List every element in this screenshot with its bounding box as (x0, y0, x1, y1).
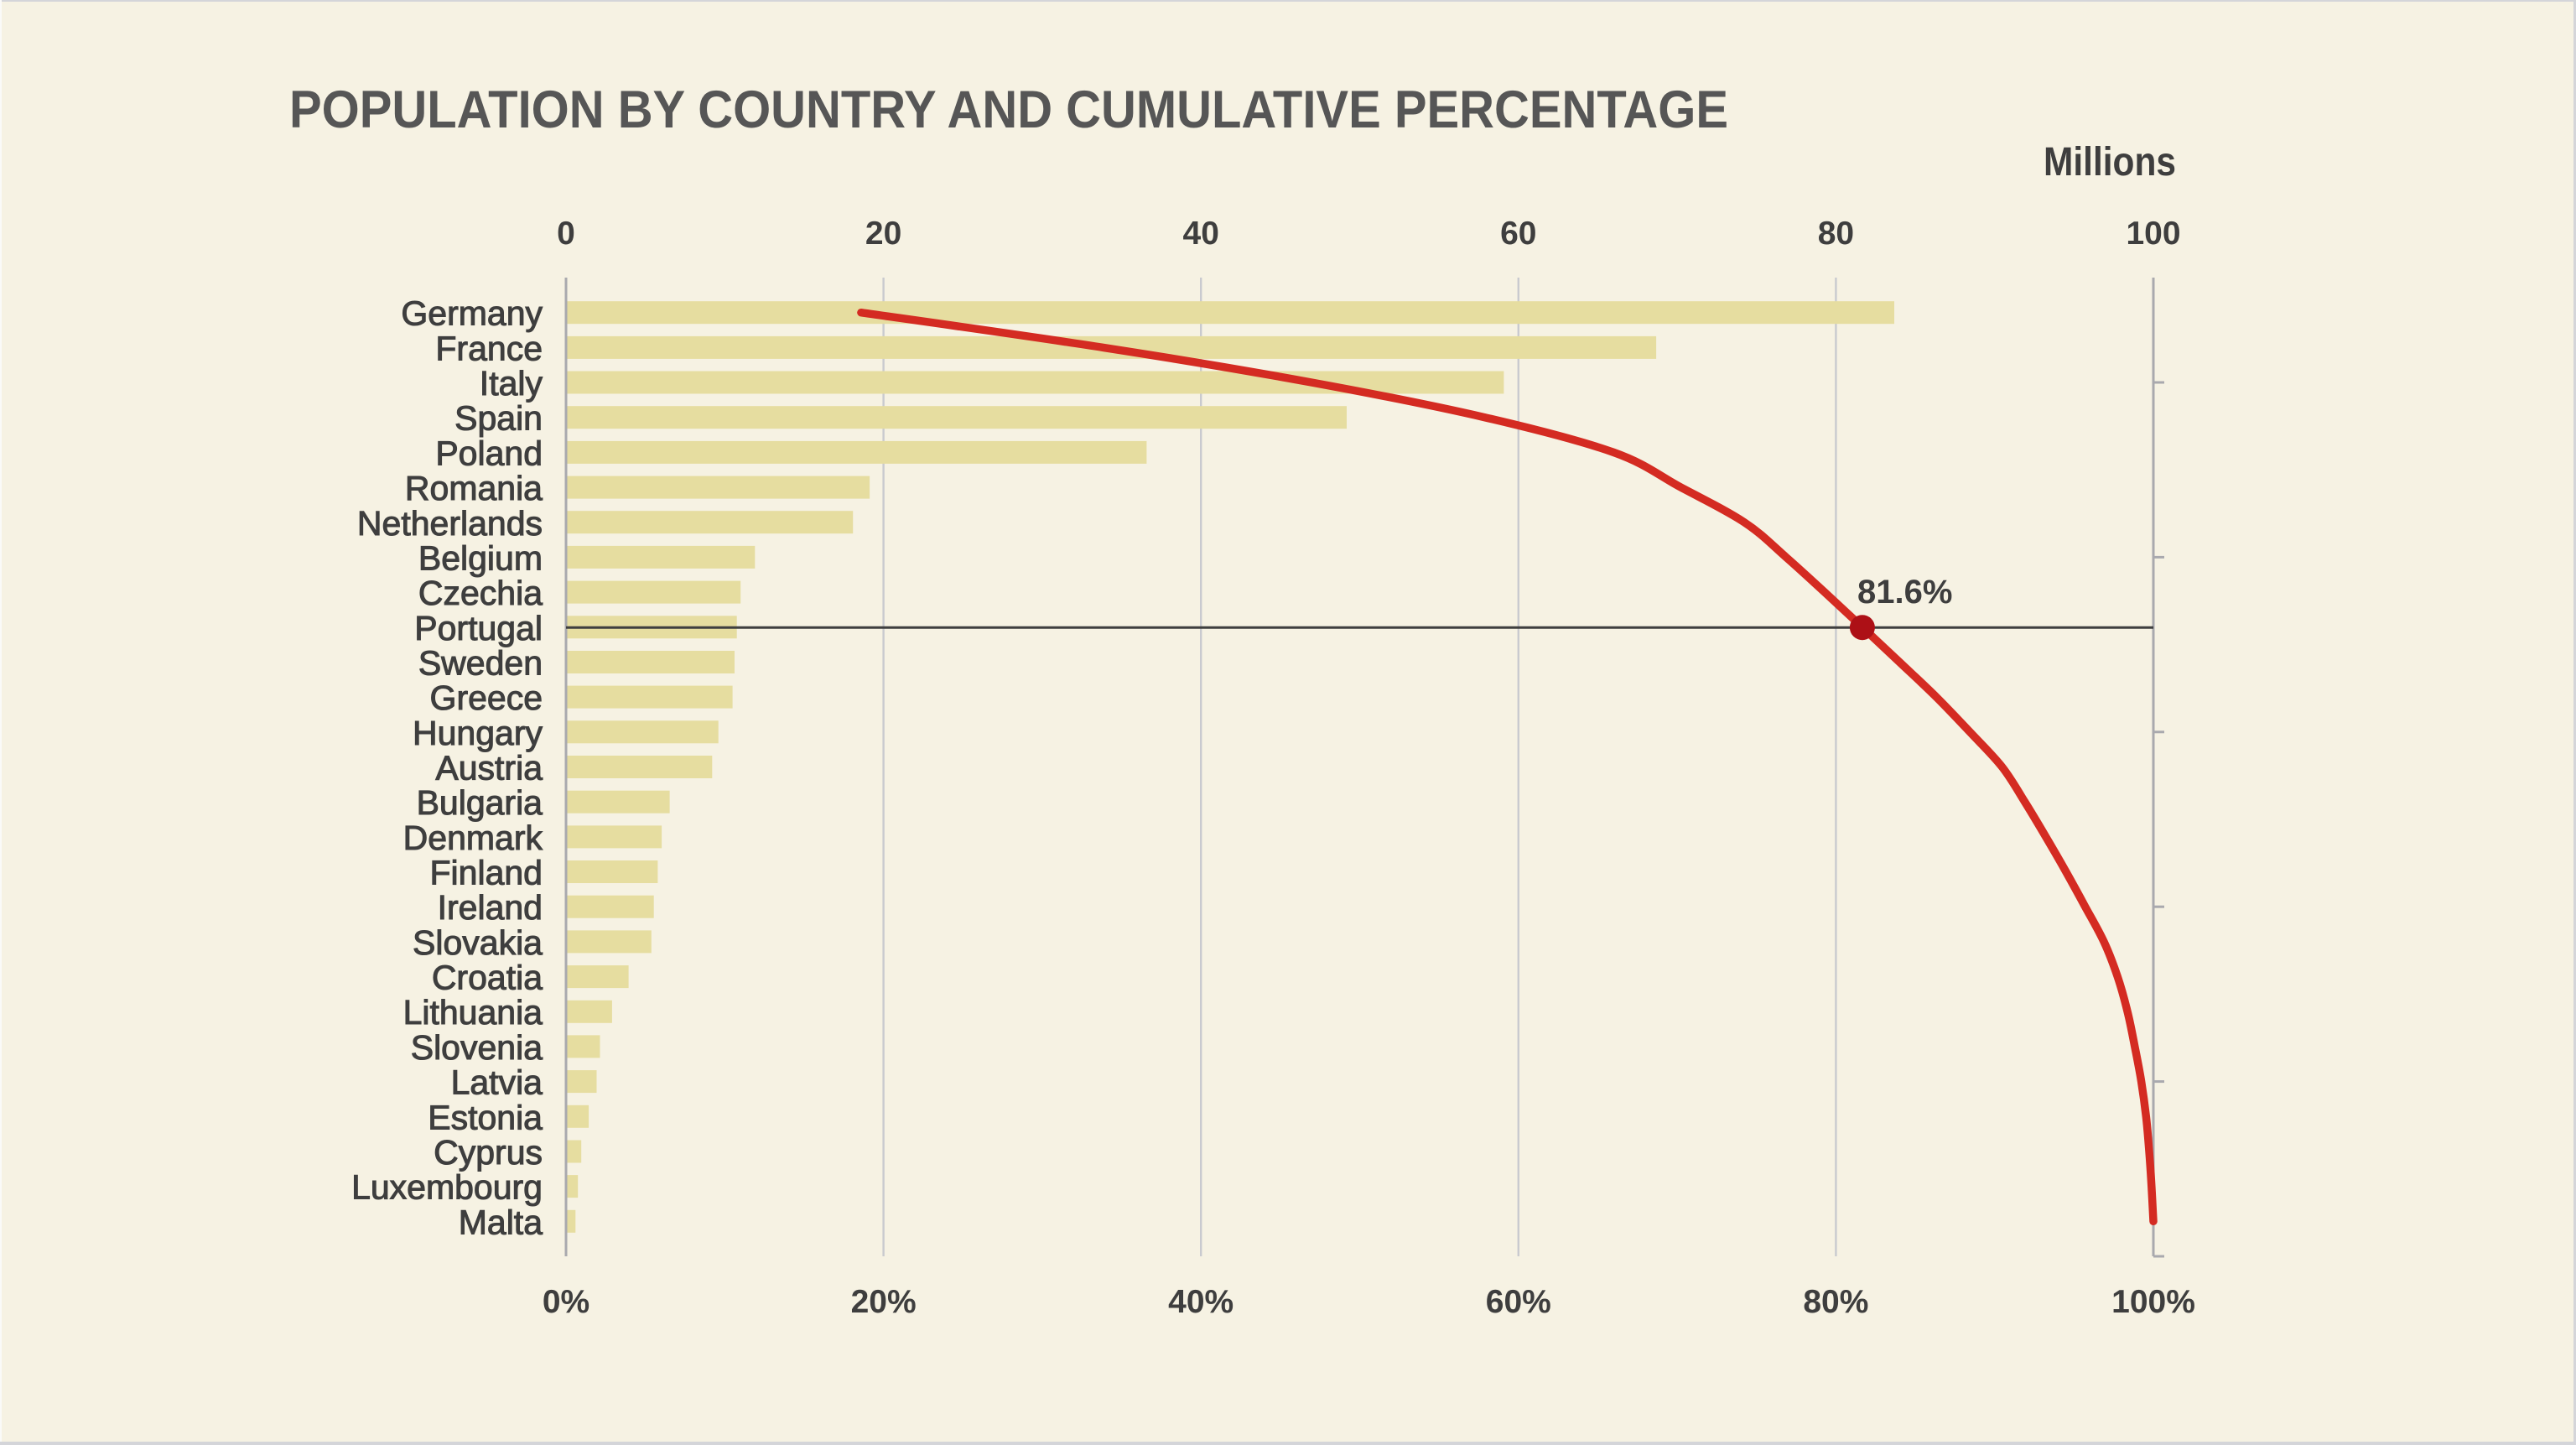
svg-text:Malta: Malta (459, 1203, 543, 1241)
svg-text:20: 20 (865, 216, 901, 252)
svg-text:80: 80 (1818, 216, 1854, 252)
svg-text:40: 40 (1183, 216, 1219, 252)
svg-text:80%: 80% (1803, 1284, 1868, 1320)
svg-text:Sweden: Sweden (418, 644, 543, 683)
svg-text:Portugal: Portugal (414, 609, 543, 647)
svg-text:60%: 60% (1486, 1284, 1551, 1320)
svg-text:0: 0 (557, 216, 575, 252)
svg-text:Ireland: Ireland (438, 888, 543, 927)
svg-text:Austria: Austria (435, 749, 543, 787)
svg-text:100: 100 (2126, 216, 2180, 252)
svg-text:Finland: Finland (430, 854, 543, 892)
svg-text:Millions: Millions (2044, 140, 2176, 185)
svg-text:Lithuania: Lithuania (403, 993, 543, 1032)
svg-text:Belgium: Belgium (418, 538, 543, 577)
svg-text:Cyprus: Cyprus (434, 1133, 543, 1172)
svg-text:100%: 100% (2111, 1284, 2195, 1320)
svg-text:Czechia: Czechia (418, 574, 543, 612)
svg-text:0%: 0% (543, 1284, 589, 1320)
svg-text:France: France (435, 329, 543, 367)
svg-text:POPULATION BY COUNTRY AND CUMU: POPULATION BY COUNTRY AND CUMULATIVE PER… (289, 81, 1728, 139)
svg-text:Bulgaria: Bulgaria (417, 783, 543, 822)
svg-text:Latvia: Latvia (451, 1063, 543, 1102)
svg-text:40%: 40% (1168, 1284, 1233, 1320)
svg-text:Italy: Italy (480, 364, 543, 403)
svg-text:Denmark: Denmark (403, 819, 543, 857)
svg-text:81.6%: 81.6% (1857, 574, 1952, 611)
svg-text:Spain: Spain (454, 399, 543, 438)
svg-text:Slovenia: Slovenia (411, 1028, 543, 1067)
svg-text:Luxembourg: Luxembourg (351, 1168, 543, 1207)
svg-text:Romania: Romania (405, 469, 543, 507)
svg-text:Croatia: Croatia (432, 959, 543, 997)
svg-text:Poland: Poland (435, 434, 543, 472)
svg-text:Estonia: Estonia (428, 1098, 543, 1136)
svg-text:20%: 20% (851, 1284, 917, 1320)
svg-text:60: 60 (1500, 216, 1536, 252)
svg-text:Greece: Greece (430, 678, 543, 717)
svg-text:Netherlands: Netherlands (357, 504, 543, 543)
svg-text:Hungary: Hungary (413, 714, 543, 752)
svg-text:Slovakia: Slovakia (413, 923, 543, 962)
svg-text:Germany: Germany (401, 294, 543, 333)
